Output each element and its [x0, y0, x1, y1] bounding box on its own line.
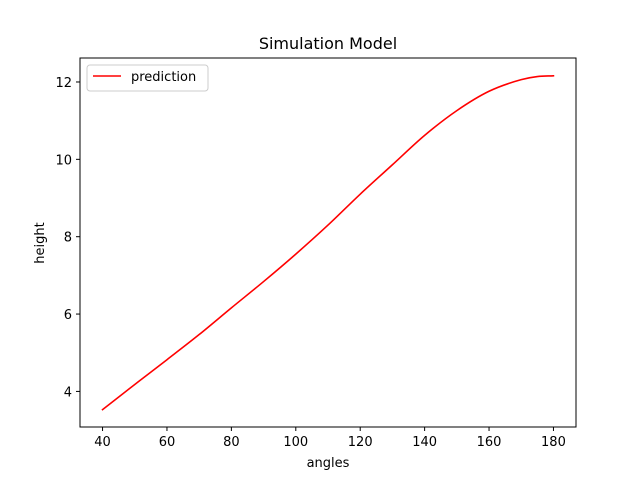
x-axis-ticks: 40 60 80 100 120 140 160 180 — [94, 427, 566, 450]
x-tick-label: 100 — [283, 435, 308, 450]
x-tick-label: 180 — [541, 435, 566, 450]
y-tick-label: 12 — [55, 76, 72, 91]
x-tick-label: 60 — [159, 435, 176, 450]
y-axis-label: height — [33, 222, 48, 263]
x-tick-label: 40 — [94, 435, 111, 450]
plot-area-frame — [79, 57, 577, 428]
legend-label-prediction: prediction — [131, 70, 196, 85]
x-tick-label: 120 — [348, 435, 373, 450]
y-tick-label: 10 — [55, 153, 72, 168]
x-tick-label: 80 — [223, 435, 240, 450]
legend-box — [86, 64, 209, 92]
series-layer — [101, 74, 555, 411]
x-axis-label: angles — [307, 456, 350, 471]
x-tick-label: 140 — [412, 435, 437, 450]
y-tick-label: 8 — [64, 231, 72, 246]
legend: prediction — [86, 64, 209, 92]
y-axis-ticks: 4 6 8 10 12 — [55, 76, 80, 400]
y-tick-label: 6 — [64, 308, 72, 323]
x-tick-label: 160 — [477, 435, 502, 450]
chart-title: Simulation Model — [259, 34, 397, 53]
y-tick-label: 4 — [64, 385, 72, 400]
series-line-prediction — [101, 74, 555, 411]
